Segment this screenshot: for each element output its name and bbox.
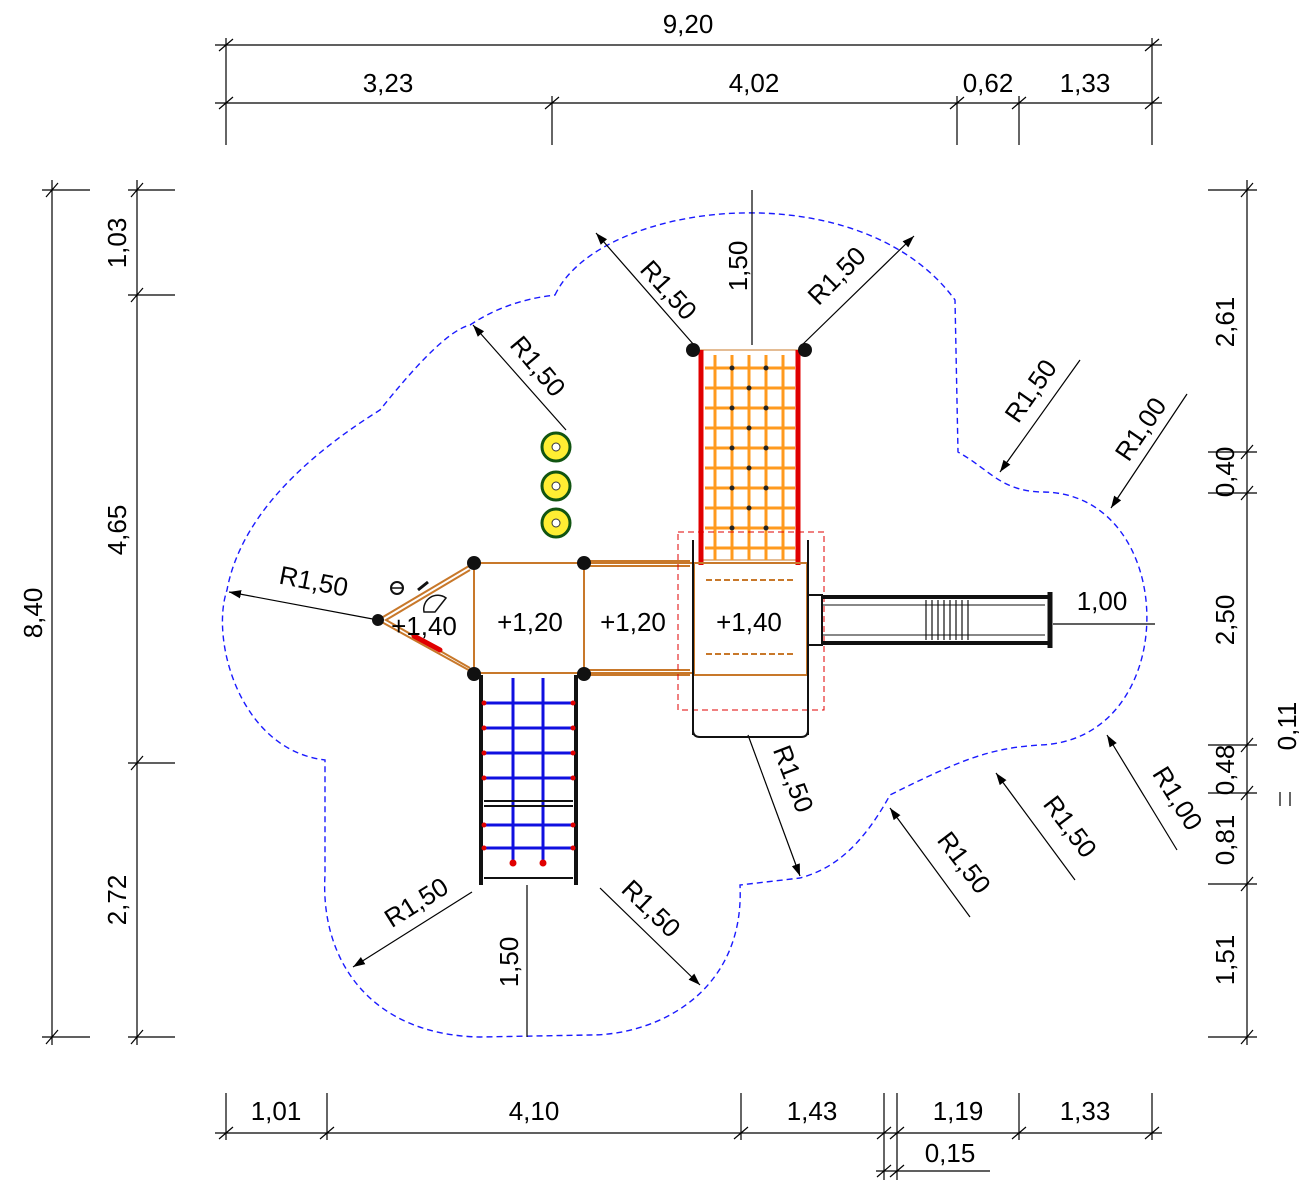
radius-leaders (228, 190, 1188, 1037)
radius-label-upper-left: R1,50 (504, 330, 572, 402)
radius-label-bottom-right: R1,50 (931, 826, 997, 899)
platform-level-tower: +1,40 (716, 607, 782, 637)
top-dim-1: 3,23 (363, 68, 414, 98)
left-dimensions (42, 180, 175, 1045)
bottom-dim-small: 0,15 (925, 1138, 976, 1168)
radius-label-right-upper: R1,50 (998, 354, 1062, 428)
slide (807, 592, 1053, 648)
panel-icon-3 (540, 507, 572, 539)
top-dimensions (215, 38, 1162, 145)
tower-railings (692, 540, 809, 738)
bottom-offset-label: 1,50 (494, 937, 524, 988)
panel-icon-1 (540, 431, 572, 463)
left-dim-2: 4,65 (102, 505, 132, 556)
radius-label-left: R1,50 (277, 560, 351, 603)
radius-label-right-r100-bottom: R1,00 (1147, 761, 1209, 836)
radius-label-bottom-left: R1,50 (379, 871, 454, 933)
tower-zone-dashed (677, 531, 825, 711)
top-dim-4: 1,33 (1060, 68, 1111, 98)
bottom-dimensions (215, 1093, 1162, 1180)
platform-level-front: +1,40 (391, 611, 457, 641)
right-dim-2: 0,40 (1210, 447, 1240, 498)
bottom-dim-2: 4,10 (509, 1096, 560, 1126)
right-dim-1: 2,61 (1210, 297, 1240, 348)
safety-zone-outline (221, 212, 1148, 1038)
slide-width-label: 1,00 (1077, 586, 1128, 616)
bottom-dim-5: 1,33 (1060, 1096, 1111, 1126)
top-offset-label: 1,50 (723, 241, 753, 292)
right-dim-5: 0,81 (1210, 815, 1240, 866)
top-dim-2: 4,02 (729, 68, 780, 98)
platform-level-3: +1,20 (600, 607, 666, 637)
posts (372, 556, 591, 681)
bottom-dim-1: 1,01 (251, 1096, 302, 1126)
top-dim-3: 0,62 (963, 68, 1014, 98)
right-dimensions (1208, 180, 1291, 1045)
right-side-dim: 0,11 (1272, 702, 1299, 751)
right-dim-3: 2,50 (1210, 595, 1240, 646)
ladder-net (479, 675, 578, 885)
panel-icon-2 (540, 470, 572, 502)
radius-label-top-left: R1,50 (634, 254, 703, 326)
platform-level-2: +1,20 (497, 607, 563, 637)
climbing-net-tower (686, 343, 812, 565)
left-dim-1: 1,03 (102, 218, 132, 269)
radius-label-bottom-center: R1,50 (616, 874, 687, 944)
right-dim-6: 1,51 (1210, 935, 1240, 986)
accessories (390, 580, 448, 653)
left-total-dim: 8,40 (18, 588, 48, 639)
left-dim-3: 2,72 (102, 875, 132, 926)
bottom-dim-4: 1,19 (933, 1096, 984, 1126)
panel-icons (540, 431, 572, 539)
radius-label-right-r100-top: R1,00 (1109, 392, 1173, 466)
top-total-dim: 9,20 (663, 9, 714, 39)
radius-label-below-slide: R1,50 (767, 741, 820, 817)
bottom-dim-3: 1,43 (787, 1096, 838, 1126)
right-dim-4: 0,48 (1210, 745, 1240, 796)
radius-label-top-right: R1,50 (801, 240, 871, 310)
radius-label-right-lower: R1,50 (1037, 790, 1103, 863)
